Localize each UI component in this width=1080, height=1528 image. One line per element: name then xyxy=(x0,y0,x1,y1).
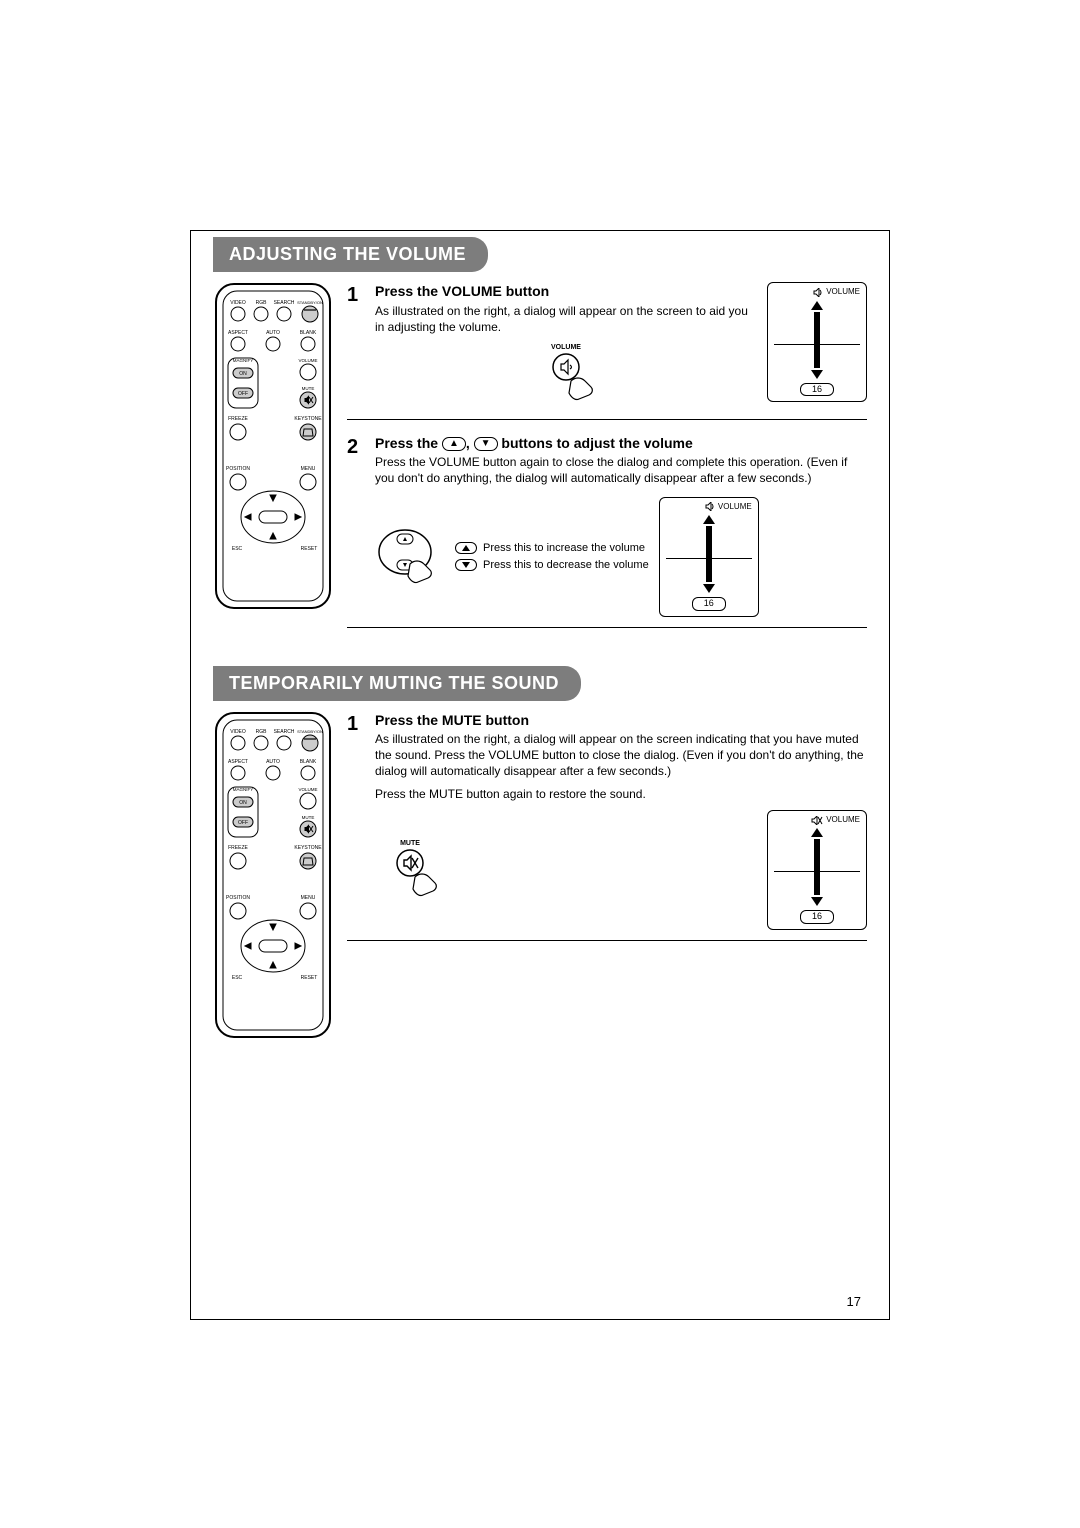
dpad-illustration xyxy=(375,522,445,592)
svg-text:VOLUME: VOLUME xyxy=(298,787,317,792)
remote-control-illustration: VIDEO RGB SEARCH STANDBY/ON ASPECT AUTO BLAN… xyxy=(213,282,333,617)
svg-text:POSITION: POSITION xyxy=(226,466,250,472)
svg-text:VOLUME: VOLUME xyxy=(298,358,317,363)
increase-volume-row: Press this to increase the volume xyxy=(455,541,649,555)
page-number: 17 xyxy=(847,1294,861,1311)
dialog-label: VOLUME xyxy=(826,815,860,825)
svg-text:ENTER: ENTER xyxy=(265,516,282,522)
svg-text:KEYSTONE: KEYSTONE xyxy=(294,845,322,851)
remote-control-illustration: VIDEO RGB SEARCH STANDBY/ON ASPECT AUTO BLAN… xyxy=(213,711,333,1046)
svg-text:ENTER: ENTER xyxy=(265,945,282,951)
svg-text:MAGNIFY: MAGNIFY xyxy=(233,787,254,792)
svg-text:VIDEO: VIDEO xyxy=(230,300,246,306)
vol-up-icon xyxy=(811,301,823,310)
svg-text:MUTE: MUTE xyxy=(302,815,315,820)
svg-text:RGB: RGB xyxy=(256,729,268,735)
svg-text:VIDEO: VIDEO xyxy=(230,729,246,735)
speaker-icon xyxy=(813,288,823,297)
step-text-2: Press the MUTE button again to restore t… xyxy=(375,786,867,802)
dialog-label: VOLUME xyxy=(826,287,860,297)
svg-text:STANDBY/ON: STANDBY/ON xyxy=(297,729,323,734)
step-2: 2 Press the ▲, ▼ buttons to adjust the v… xyxy=(347,434,867,617)
svg-text:BLANK: BLANK xyxy=(300,330,317,336)
svg-text:MENU: MENU xyxy=(301,895,316,901)
svg-text:ASPECT: ASPECT xyxy=(228,330,248,336)
volume-button-illustration: VOLUME xyxy=(531,339,601,409)
mute-button-illustration: MUTE xyxy=(375,835,445,905)
section-header: TEMPORARILY MUTING THE SOUND xyxy=(213,666,581,701)
speaker-muted-icon xyxy=(811,816,823,825)
manual-page: ADJUSTING THE VOLUME VIDEO RGB SEARCH STAN… xyxy=(190,230,890,1320)
step-text: As illustrated on the right, a dialog wi… xyxy=(375,303,757,335)
step-number: 2 xyxy=(347,434,367,617)
svg-text:MUTE: MUTE xyxy=(400,840,420,847)
svg-text:SEARCH: SEARCH xyxy=(274,729,295,735)
vol-down-icon xyxy=(811,370,823,379)
step-number: 1 xyxy=(347,711,367,930)
svg-text:AUTO: AUTO xyxy=(266,759,280,765)
dialog-value: 16 xyxy=(800,383,834,397)
svg-text:RESET: RESET xyxy=(301,546,318,552)
volume-dialog: VOLUME 16 xyxy=(659,497,759,617)
step-number: 1 xyxy=(347,282,367,409)
svg-text:ASPECT: ASPECT xyxy=(228,759,248,765)
down-pill-icon xyxy=(455,559,477,571)
svg-text:BLANK: BLANK xyxy=(300,759,317,765)
step-text: Press the VOLUME button again to close t… xyxy=(375,454,867,486)
svg-text:RESET: RESET xyxy=(301,975,318,981)
svg-text:POSITION: POSITION xyxy=(226,895,250,901)
svg-text:FREEZE: FREEZE xyxy=(228,416,248,422)
volume-dialog-muted: VOLUME 16 xyxy=(767,810,867,930)
step-1: 1 Press the VOLUME button As illustrated… xyxy=(347,282,867,409)
step-title: Press the VOLUME button xyxy=(375,282,757,300)
volume-dialog: VOLUME 16 xyxy=(767,282,867,402)
step-text: As illustrated on the right, a dialog wi… xyxy=(375,731,867,780)
decrease-volume-row: Press this to decrease the volume xyxy=(455,558,649,572)
step-title: Press the ▲, ▼ buttons to adjust the vol… xyxy=(375,434,867,452)
dialog-value: 16 xyxy=(692,597,726,611)
mute-step-1: 1 Press the MUTE button As illustrated o… xyxy=(347,711,867,930)
svg-text:ON: ON xyxy=(239,371,247,377)
svg-text:STANDBY/ON: STANDBY/ON xyxy=(297,300,323,305)
up-pill-icon xyxy=(455,542,477,554)
svg-text:FREEZE: FREEZE xyxy=(228,845,248,851)
svg-text:RGB: RGB xyxy=(256,300,268,306)
step-title: Press the MUTE button xyxy=(375,711,867,729)
svg-text:ESC: ESC xyxy=(232,975,243,981)
svg-text:OFF: OFF xyxy=(238,391,248,397)
svg-text:MUTE: MUTE xyxy=(302,386,315,391)
section-mute-sound: TEMPORARILY MUTING THE SOUND VIDEO RGB SEA… xyxy=(191,666,889,1070)
svg-text:ON: ON xyxy=(239,800,247,806)
section-header: ADJUSTING THE VOLUME xyxy=(213,237,488,272)
svg-text:OFF: OFF xyxy=(238,820,248,826)
svg-text:AUTO: AUTO xyxy=(266,330,280,336)
svg-text:ESC: ESC xyxy=(232,546,243,552)
speaker-icon xyxy=(705,502,715,511)
svg-text:KEYSTONE: KEYSTONE xyxy=(294,416,322,422)
svg-text:VOLUME: VOLUME xyxy=(551,344,581,351)
svg-text:MAGNIFY: MAGNIFY xyxy=(233,358,254,363)
svg-text:SEARCH: SEARCH xyxy=(274,300,295,306)
svg-text:MENU: MENU xyxy=(301,466,316,472)
section-adjust-volume: ADJUSTING THE VOLUME VIDEO RGB SEARCH STAN… xyxy=(191,231,889,666)
dialog-label: VOLUME xyxy=(718,502,752,512)
dialog-value: 16 xyxy=(800,910,834,924)
